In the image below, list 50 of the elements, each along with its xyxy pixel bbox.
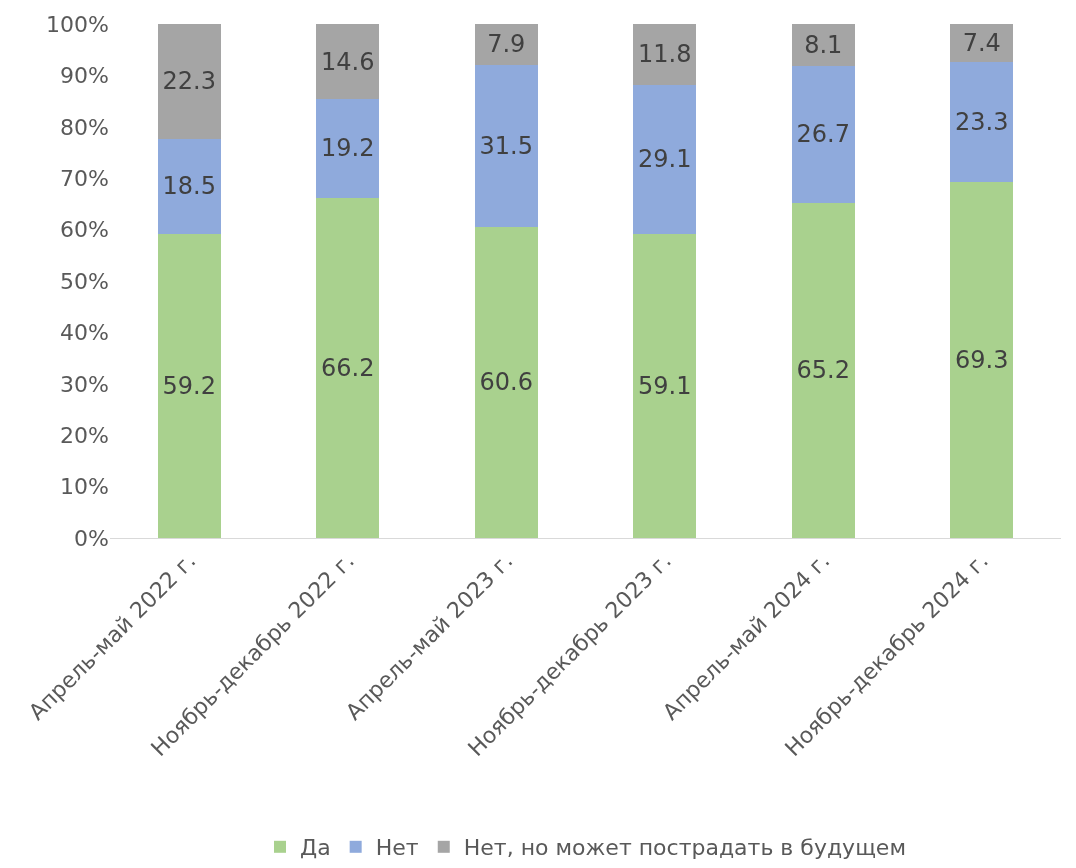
y-tick-label: 50% bbox=[60, 268, 109, 294]
bar bbox=[791, 202, 855, 538]
data-label: 60.6 bbox=[479, 368, 533, 397]
bar bbox=[950, 181, 1014, 538]
data-label: 19.2 bbox=[321, 134, 375, 163]
bar bbox=[474, 226, 538, 538]
y-tick-label: 30% bbox=[60, 371, 109, 397]
bar bbox=[791, 65, 855, 203]
data-label: 14.6 bbox=[321, 47, 375, 76]
data-label: 59.1 bbox=[638, 372, 692, 401]
y-tick-label: 100% bbox=[46, 11, 109, 37]
y-tick-label: 70% bbox=[60, 165, 109, 191]
bar bbox=[316, 197, 380, 538]
y-tick-label: 0% bbox=[74, 525, 109, 551]
legend-label: Нет, но может пострадать в будущем bbox=[463, 835, 906, 861]
bar bbox=[474, 64, 538, 227]
data-label: 69.3 bbox=[955, 345, 1009, 374]
bar bbox=[633, 84, 697, 235]
bar bbox=[791, 24, 855, 66]
y-tick-label: 10% bbox=[60, 474, 109, 500]
legend-label: Нет bbox=[375, 835, 419, 861]
data-label: 31.5 bbox=[479, 131, 533, 160]
data-label: 65.2 bbox=[796, 356, 850, 385]
y-tick-label: 20% bbox=[60, 422, 109, 448]
data-label: 23.3 bbox=[955, 107, 1009, 136]
y-tick-label: 60% bbox=[60, 217, 109, 243]
bar bbox=[950, 24, 1014, 63]
data-label: 29.1 bbox=[638, 145, 692, 174]
y-tick-label: 80% bbox=[60, 114, 109, 140]
bar bbox=[157, 24, 221, 139]
bar bbox=[474, 24, 538, 65]
bar bbox=[316, 99, 380, 198]
data-label: 7.9 bbox=[487, 30, 526, 59]
y-tick-label: 40% bbox=[60, 320, 109, 346]
y-tick-label: 90% bbox=[60, 63, 109, 89]
data-label: 7.4 bbox=[962, 29, 1001, 58]
data-label: 8.1 bbox=[804, 30, 843, 59]
data-label: 22.3 bbox=[162, 67, 216, 96]
legend-label: Да bbox=[300, 835, 331, 861]
bar bbox=[633, 24, 697, 85]
data-label: 26.7 bbox=[796, 120, 850, 149]
bar bbox=[950, 62, 1014, 182]
data-label: 18.5 bbox=[162, 172, 216, 201]
bar bbox=[157, 138, 221, 234]
bar bbox=[157, 233, 221, 538]
bar bbox=[633, 234, 697, 538]
data-label: 11.8 bbox=[638, 40, 692, 69]
data-label: 66.2 bbox=[321, 353, 375, 382]
bar bbox=[316, 24, 380, 100]
data-label: 59.2 bbox=[162, 371, 216, 400]
